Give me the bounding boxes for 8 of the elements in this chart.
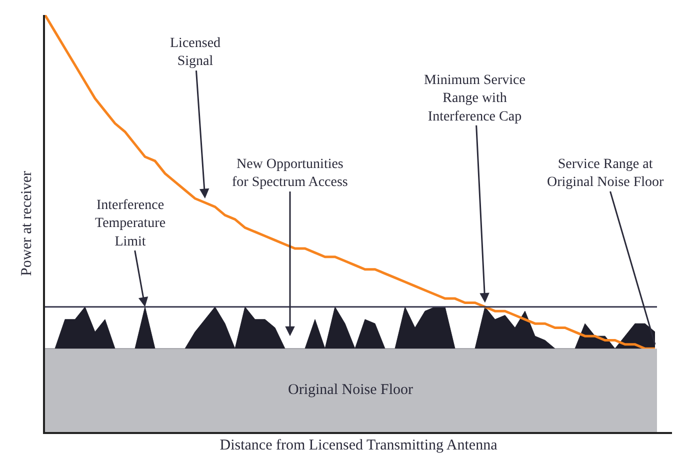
x-axis-title: Distance from Licensed Transmitting Antenna xyxy=(220,438,498,454)
annotation: Licensed Signal xyxy=(170,36,221,70)
annotation: New Opportunities for Spectrum Access xyxy=(232,157,348,190)
y-axis-title: Power at receiver xyxy=(19,171,35,276)
ref-line-label: Interference Temperature Limit xyxy=(95,198,166,250)
annotation: Minimum Service Range with Interference Cap xyxy=(424,73,526,124)
band-label: Original Noise Floor xyxy=(288,382,413,398)
annotation: Service Range at Original Noise Floor xyxy=(547,157,664,190)
